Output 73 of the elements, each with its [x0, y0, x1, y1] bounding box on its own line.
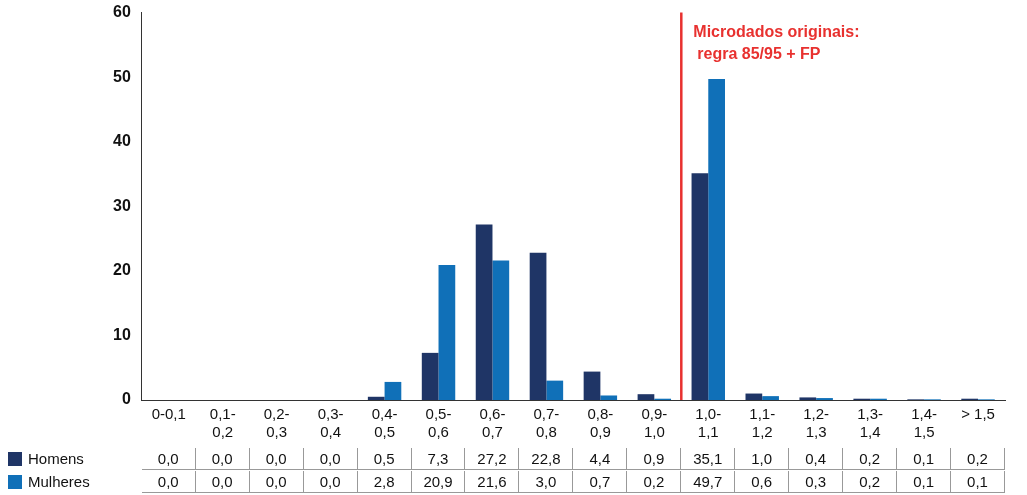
bar: [475, 224, 493, 400]
data-label: 7,3: [411, 448, 466, 470]
x-tick-label: 0,2-0,3: [263, 405, 290, 441]
y-tick-label: 50: [113, 67, 131, 85]
x-tick-label: 0,4-0,5: [371, 405, 398, 441]
x-tick-label: 0,5-0,6: [425, 405, 452, 441]
bar: [637, 394, 655, 400]
data-label: 0,0: [249, 448, 304, 470]
x-tick-label: 1,0-1,1: [695, 405, 722, 441]
data-label: 0,2: [843, 448, 898, 470]
data-label: 0,1: [897, 448, 952, 470]
data-label: 21,6: [465, 471, 520, 493]
x-tick-label: 0,7-0,8: [533, 405, 560, 441]
data-label: 1,0: [735, 448, 790, 470]
bar: [384, 381, 402, 400]
x-tick-label: 0,3-0,4: [317, 405, 344, 441]
data-label: 0,1: [897, 471, 952, 493]
x-tick-label: 1,3-1,4: [857, 405, 884, 441]
data-label: 35,1: [681, 448, 736, 470]
data-label: 0,0: [195, 471, 250, 493]
data-label: 0,2: [843, 471, 898, 493]
data-label: 2,8: [357, 471, 412, 493]
legend-label: Mulheres: [27, 472, 90, 492]
y-tick-label: 20: [113, 261, 131, 279]
bar: [600, 395, 618, 400]
x-tick-label: 1,2-1,3: [803, 405, 830, 441]
bar: [367, 396, 385, 400]
data-label: 0,2: [627, 471, 682, 493]
data-label: 0,0: [195, 448, 250, 470]
data-label: 0,5: [357, 448, 412, 470]
data-label: 0,6: [735, 471, 790, 493]
data-label: 0,0: [249, 471, 304, 493]
data-label: 0,0: [303, 448, 358, 470]
y-tick-label: 10: [113, 325, 131, 343]
bar: [438, 265, 456, 400]
bar: [546, 380, 564, 400]
bar: [492, 260, 510, 400]
bar: [583, 371, 601, 400]
x-tick-label: 1,1-1,2: [749, 405, 776, 441]
x-tick-label: 0,9-1,0: [641, 405, 668, 441]
bar: [799, 397, 817, 400]
bar: [708, 79, 725, 400]
data-label: 0,0: [141, 471, 196, 493]
data-label: 0,4: [789, 448, 844, 470]
x-tick-label: 0-0,1: [151, 405, 186, 423]
y-tick-label: 30: [113, 196, 131, 214]
data-label: 49,7: [681, 471, 736, 493]
x-tick-label: 1,4-1,5: [911, 405, 937, 441]
data-label: 22,8: [519, 448, 574, 470]
data-label: 3,0: [519, 471, 574, 493]
data-label: 27,2: [465, 448, 520, 470]
data-label: 0,2: [951, 448, 1005, 470]
data-label: 0,9: [627, 448, 682, 470]
legend-label: Homens: [27, 449, 84, 469]
x-tick-label: 0,6-0,7: [479, 405, 506, 441]
data-label: 0,7: [573, 471, 628, 493]
data-label: 0,1: [951, 471, 1005, 493]
y-tick-label: 60: [113, 3, 131, 21]
y-tick-label: 0: [121, 390, 131, 408]
bar: [762, 396, 779, 400]
bar: [529, 252, 547, 400]
y-tick-label: 40: [113, 132, 131, 150]
data-label: 4,4: [573, 448, 628, 470]
data-label: 20,9: [411, 471, 466, 493]
x-tick-label: > 1,5: [961, 405, 995, 423]
x-tick-label: 0,1-0,2: [209, 405, 236, 441]
data-label: 0,0: [303, 471, 358, 493]
ref-line-label: Microdados originais: regra 85/95 + FP: [693, 22, 860, 62]
data-label: 0,0: [141, 448, 196, 470]
data-label: 0,3: [789, 471, 844, 493]
x-tick-label: 0,8-0,9: [587, 405, 614, 441]
bar: [421, 352, 439, 400]
bar: [691, 173, 709, 400]
